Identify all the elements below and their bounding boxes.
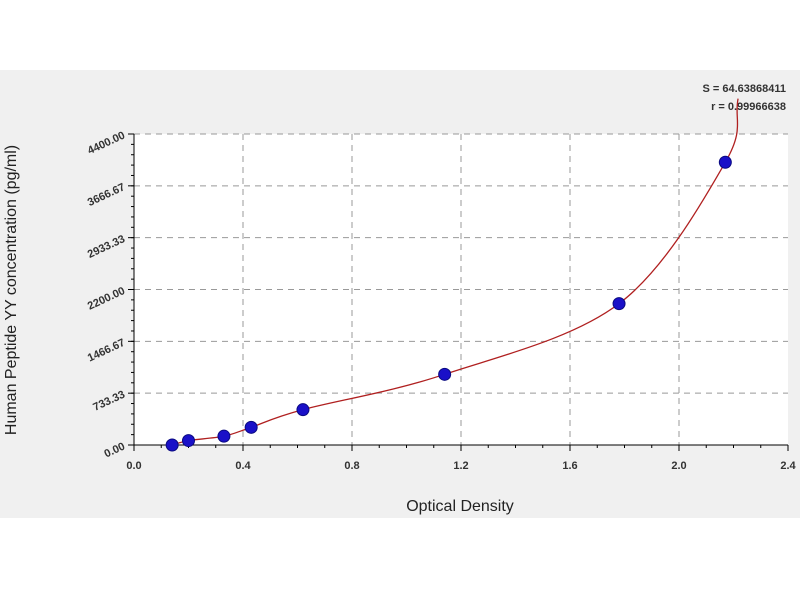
data-point [438,367,452,381]
s-value: S = 64.63868411 [703,83,787,95]
data-point [718,155,732,169]
data-point [296,403,310,417]
x-tick-label: 1.2 [453,460,468,472]
x-tick-label: 1.6 [562,460,577,472]
y-tick-label: 2933.33 [86,233,127,261]
x-tick-label: 0.8 [344,460,359,472]
r-value: r = 0.99966638 [711,101,786,113]
y-tick-label: 733.33 [91,389,127,414]
x-tick-label: 2.0 [671,460,686,472]
data-point [244,420,258,434]
x-tick-label: 0.0 [126,460,141,472]
fit-curve [171,98,739,446]
data-point [182,434,195,448]
y-tick-label: 1466.67 [86,337,127,365]
data-point [612,297,626,311]
x-axis-label: Optical Density [406,498,514,515]
y-axis-label: Human Peptide YY concentration (pg/ml) [3,145,20,435]
y-tick-label: 0.00 [102,440,126,460]
x-tick-label: 0.4 [235,460,251,472]
y-tick-label: 3666.67 [86,181,127,209]
y-tick-label: 2200.00 [86,285,127,313]
y-tick-label: 4400.00 [86,129,127,157]
data-point [165,438,179,452]
x-tick-label: 2.4 [780,460,796,472]
data-point [217,429,231,443]
